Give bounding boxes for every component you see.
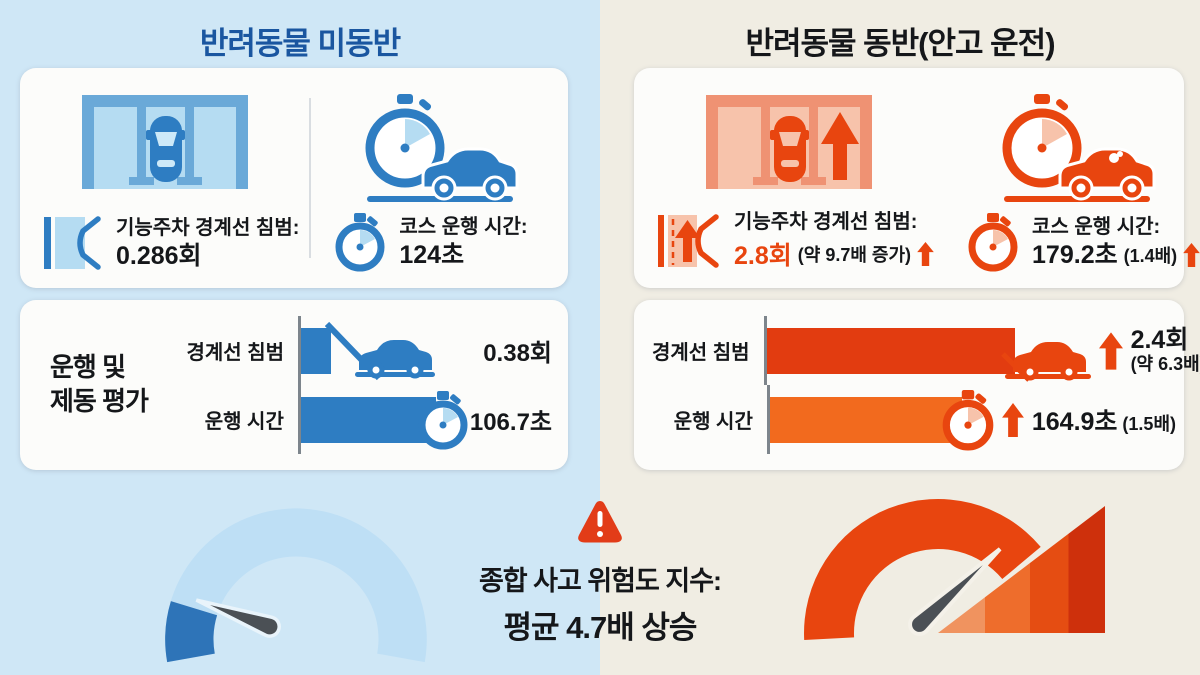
parking-violation-value: 0.286회	[116, 241, 202, 270]
row-value: 0.38회	[483, 340, 552, 367]
parking-violation-label: 기능주차 경계선 침범:	[734, 211, 918, 233]
course-time-note: (1.4배)	[1123, 246, 1178, 266]
right-parking-time-card: 기능주차 경계선 침범: 2.8회 (약 9.7배 증가)	[634, 68, 1200, 288]
rising-risk-wedge	[938, 506, 1105, 633]
boundary-violation-row: 경계선 침범 2.4회 (약 6.3배)	[652, 316, 1200, 385]
gauge-low-icon	[165, 508, 427, 663]
row-value: 2.4회	[1130, 326, 1189, 355]
left-parking-stat: 기능주차 경계선 침범: 0.286회	[20, 214, 309, 288]
parking-violation-note: (약 9.7배 증가)	[797, 245, 912, 265]
stopwatch-car-icon	[365, 94, 519, 202]
lane-boundary-icon	[44, 216, 101, 270]
increase-arrow-icon	[1098, 331, 1123, 370]
car-crossing-line-icon	[325, 321, 435, 380]
risk-index-summary: 종합 사고 위험도 지수: 평균 4.7배 상승	[400, 498, 800, 647]
lane-boundary-arrow-icon	[658, 214, 719, 268]
car-side-pet-silhouette	[1058, 147, 1156, 201]
driving-time-row: 운행 시간 106.7초	[178, 385, 556, 454]
right-panel-title: 반려동물 동반(안고 운전)	[745, 26, 1055, 61]
row-track: 106.7초	[297, 385, 556, 454]
car-side-silhouette	[421, 147, 519, 201]
parking-violation-label: 기능주차 경계선 침범:	[116, 216, 300, 239]
stopwatch-car-pet-icon	[1002, 94, 1156, 202]
parking-violation-value: 2.8회	[734, 242, 792, 270]
course-time-label: 코스 운행 시간:	[399, 215, 528, 238]
left-panel-title: 반려동물 미동반	[199, 26, 401, 61]
boundary-violation-bar	[766, 327, 1015, 374]
left-parking-section: 기능주차 경계선 침범: 0.286회	[20, 68, 309, 288]
warning-icon	[578, 501, 622, 543]
risk-index-value: 평균 4.7배 상승	[503, 610, 698, 645]
stopwatch-icon	[968, 213, 1018, 272]
left-course-stat: 코스 운행 시간: 124초	[311, 212, 568, 288]
increase-arrow-icon	[917, 242, 934, 266]
row-label: 운행 시간	[204, 411, 284, 433]
stopwatch-icon	[335, 213, 385, 272]
right-driving-braking-card: 경계선 침범 2.4회 (약 6.3배)	[634, 300, 1200, 470]
pet-in-car-icon	[1109, 153, 1120, 163]
card-divider	[309, 98, 312, 258]
boundary-violation-row: 경계선 침범 0.38회	[178, 316, 556, 385]
row-note: (1.5배)	[1122, 413, 1176, 434]
boundary-violation-bar	[301, 327, 331, 374]
eval-category-label: 운행 및 제동 평가	[50, 352, 149, 416]
left-course-time-section: 코스 운행 시간: 124초	[311, 68, 568, 288]
right-parking-stat: 기능주차 경계선 침범: 2.8회 (약 9.7배 증가)	[634, 210, 944, 288]
driving-time-row: 운행 시간 164.9초 (1.5배)	[652, 385, 1176, 454]
left-parking-time-card: 기능주차 경계선 침범: 0.286회	[20, 68, 568, 288]
row-label: 경계선 침범	[186, 342, 284, 364]
left-driving-braking-card: 운행 및 제동 평가 경계선 침범 0.38회	[20, 300, 568, 470]
course-time-label: 코스 운행 시간:	[1032, 215, 1161, 238]
row-label: 경계선 침범	[652, 342, 750, 364]
row-value: 106.7초	[469, 409, 552, 436]
row-label: 운행 시간	[673, 411, 753, 433]
increase-arrow-icon	[1001, 402, 1024, 437]
right-course-time-section: 코스 운행 시간: 179.2초 (1.4배)	[944, 68, 1200, 288]
driving-time-bar	[300, 396, 436, 443]
right-bar-chart: 경계선 침범 2.4회 (약 6.3배)	[652, 316, 1200, 454]
driving-time-bar	[769, 396, 962, 443]
risk-index-label: 종합 사고 위험도 지수:	[478, 566, 722, 596]
parking-garage-arrow-icon	[706, 95, 873, 189]
row-track: 2.4회 (약 6.3배)	[763, 316, 1200, 385]
stopwatch-icon	[418, 390, 468, 449]
row-track: 0.38회	[298, 316, 556, 385]
row-value: 164.9초	[1031, 407, 1118, 436]
stopwatch-icon	[942, 389, 994, 450]
gauge-needle	[195, 598, 281, 638]
course-time-value: 179.2초	[1032, 240, 1118, 269]
up-arrow-in-bay-icon	[821, 112, 860, 180]
course-time-value: 124초	[399, 240, 465, 269]
row-track: 164.9초 (1.5배)	[766, 385, 1176, 454]
row-note: (약 6.3배)	[1130, 354, 1200, 375]
right-parking-section: 기능주차 경계선 침범: 2.8회 (약 9.7배 증가)	[634, 68, 944, 288]
gauge-needle	[908, 547, 1002, 636]
right-course-stat: 코스 운행 시간: 179.2초 (1.4배)	[944, 212, 1200, 288]
parking-garage-icon	[81, 95, 248, 189]
left-bar-chart: 경계선 침범 0.38회 운행 시간	[178, 316, 556, 454]
car-crossing-line-icon	[1000, 341, 1091, 382]
increase-arrow-icon	[1183, 243, 1200, 267]
gauge-high-icon	[804, 498, 1105, 640]
